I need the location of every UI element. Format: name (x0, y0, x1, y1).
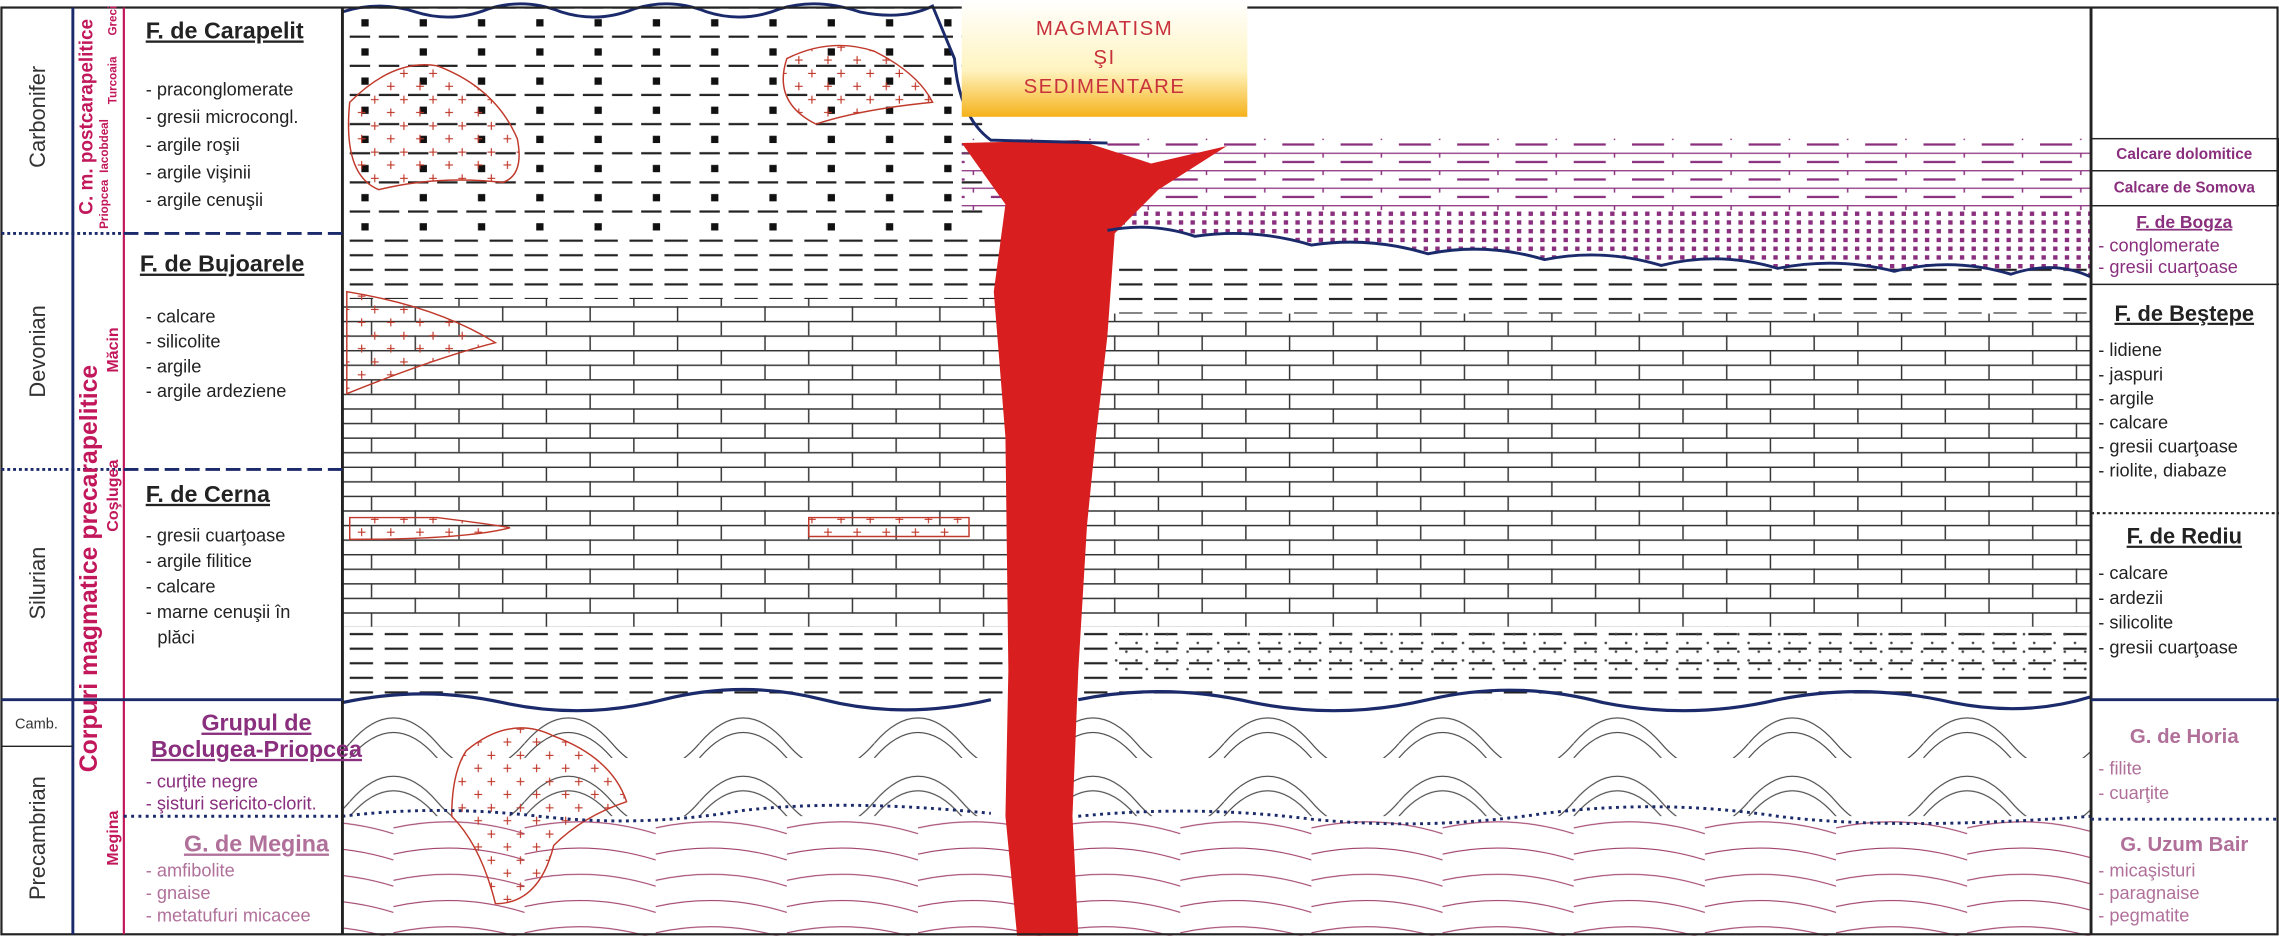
granite-body (807, 516, 970, 538)
lithology: - argile cenuşii (146, 190, 263, 210)
lithology: - gresii cuarţoase (146, 525, 286, 545)
devonian-limestone (342, 298, 1108, 467)
lithology: - argile (146, 356, 202, 376)
lithology: - marne cenuşii în (146, 602, 291, 622)
period-name: Camb. (15, 716, 58, 732)
lithology: - paragnaise (2098, 883, 2199, 903)
formation-name: G. de Horia (2130, 726, 2239, 748)
formation-name: F. de Cerna (146, 481, 271, 507)
period-name: Silurian (25, 547, 50, 620)
cambrian-metamorphic (342, 699, 2092, 817)
sub-label: Turcoaia (107, 56, 120, 104)
lithology: - calcare (2098, 563, 2168, 583)
silurian-limestone (342, 466, 1108, 627)
bogza-conglomerate (1107, 211, 2092, 278)
lithology: - argile vişinii (146, 162, 251, 182)
top-unconformity (341, 2, 1108, 145)
megina-boundary (342, 803, 2092, 826)
title-line: MAGMATISM (1036, 18, 1173, 40)
formation-name: Boclugea-Priopcea (151, 736, 363, 762)
labels: MAGMATISM ŞI SEDIMENTARE Carbonifer Devonian… (15, 6, 2255, 926)
sub-label: Coşlugea (104, 459, 122, 532)
magmatic-label: Corpuri magmatice precarapelitice (76, 365, 103, 772)
limestone-right (1107, 313, 2092, 627)
lithology: - curţite negre (146, 772, 258, 792)
magmatic-intrusion (961, 140, 1227, 936)
lithology: - praconglomerate (146, 79, 294, 99)
lithology: - metatufuri micacee (146, 906, 311, 926)
period-name: Devonian (25, 305, 50, 397)
granite-body (347, 64, 520, 191)
lithology: - filite (2098, 758, 2142, 778)
formation-name: G. Uzum Bair (2120, 834, 2248, 856)
lithology: - calcare (146, 576, 216, 596)
title-box (961, 0, 1248, 117)
formation-name: F. de Carapelit (146, 17, 304, 43)
granite-body (782, 44, 934, 125)
lithology: - argile roşii (146, 135, 240, 155)
lithology: - pegmatite (2098, 906, 2189, 926)
formation-name: Calcare de Somova (2114, 179, 2256, 196)
sub-label: Iacobdeal (98, 119, 111, 173)
title-line: SEDIMENTARE (1024, 76, 1186, 98)
lithology: - calcare (146, 307, 216, 327)
lithology: - calcare (2098, 412, 2168, 432)
lithology: plăci (157, 627, 194, 647)
lithology: - şisturi sericito-clorit. (146, 793, 317, 813)
granite-body (346, 290, 498, 395)
sub-label: Măcin (104, 327, 122, 372)
cambrian-unconformity (342, 687, 2092, 713)
lithology: - jaspuri (2098, 364, 2163, 384)
period-name: Carbonifer (25, 66, 50, 168)
bogza-unconformity (1107, 225, 2092, 279)
granite-body (348, 516, 511, 541)
lithology: - riolite, diabaze (2098, 460, 2227, 480)
formation-name: F. de Rediu (2127, 524, 2242, 549)
lithology: - silicolite (2098, 613, 2173, 633)
lithology: - argile ardeziene (146, 381, 287, 401)
lithology: - lidiene (2098, 340, 2162, 360)
unit-box (2090, 170, 2279, 207)
silurian-sandstone (1107, 626, 2092, 671)
lithology: - silicolite (146, 331, 221, 351)
formation-name: Calcare dolomitice (2116, 146, 2252, 163)
lithology: - conglomerate (2098, 235, 2219, 255)
lithology: - gnaise (146, 883, 211, 903)
lithology: - argile filitice (146, 551, 252, 571)
formation-name: F. de Beştepe (2114, 301, 2254, 326)
title-line: ŞI (1093, 47, 1115, 69)
formation-name: G. de Megina (184, 831, 330, 857)
precambrian-metamorphic (342, 816, 2092, 936)
lithology: - micaşisturi (2098, 860, 2195, 880)
sub-label: Megina (104, 809, 122, 865)
devonian-shale (342, 233, 1108, 299)
sub-label: Greci (107, 6, 120, 36)
lithology: - gresii cuarţoase (2098, 436, 2238, 456)
lithology: - gresii cuarţoase (2098, 638, 2238, 658)
devonian-shale-right (1107, 262, 2092, 314)
lithology: - cuarţite (2098, 783, 2169, 803)
lithology: - ardezii (2098, 588, 2163, 608)
formation-name: Grupul de (201, 710, 311, 736)
magmatic-label: C. m. postcarapelitice (76, 19, 97, 215)
lithology: - gresii microcongl. (146, 107, 299, 127)
formation-name: F. de Bujoarele (140, 251, 304, 277)
lithology: - argile (2098, 388, 2154, 408)
lithology: - gresii cuarţoase (2098, 257, 2238, 277)
period-name: Precambrian (25, 776, 50, 900)
sub-label: Priopcea (98, 179, 111, 229)
lithology: - amfibolite (146, 860, 235, 880)
formation-name: F. de Bogza (2136, 212, 2232, 232)
